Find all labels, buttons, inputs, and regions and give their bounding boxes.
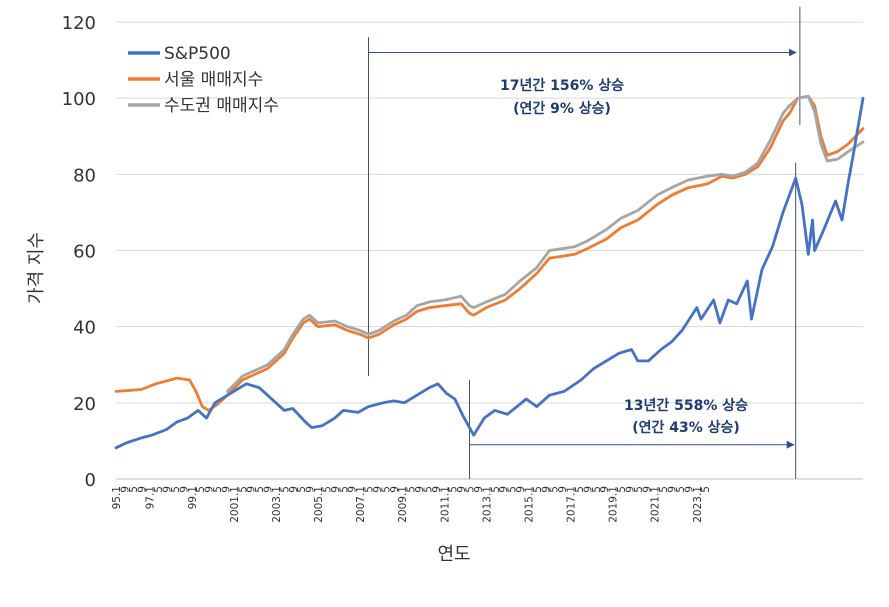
x-tick-label: 9 <box>204 486 216 493</box>
x-tick-label: 2017.1 <box>566 486 578 523</box>
x-tick-label: 9 <box>389 486 401 493</box>
x-axis-title: 연도 <box>437 544 470 565</box>
x-tick-label: 2013.1 <box>481 486 493 523</box>
annotation-text: (연간 43% 상승) <box>632 419 740 436</box>
x-tick-label: 9 <box>683 486 695 493</box>
x-tick-label: 9 <box>220 486 232 493</box>
x-tick-label: 9 <box>330 486 342 493</box>
x-tick-label: 2011.1 <box>439 486 451 523</box>
x-tick-label: 9 <box>641 486 653 493</box>
annotation-text: 13년간 558% 상승 <box>624 397 748 414</box>
x-tick-label: 5 <box>380 486 392 493</box>
legend-label: S&P500 <box>164 44 231 64</box>
x-tick-label: 9 <box>305 486 317 493</box>
x-tick-label: 5 <box>507 486 519 493</box>
y-axis-ticks: 0 20 40 60 80 100 120 <box>62 13 96 491</box>
x-tick-label: 5 <box>254 486 266 493</box>
series-line-1 <box>114 94 865 412</box>
annotations: 17년간 156% 상승 (연간 9% 상승) 13년간 558% 상승 (연간 43… <box>368 48 797 449</box>
x-tick-label: 5 <box>658 486 670 493</box>
x-tick-label: 9 <box>667 486 679 493</box>
x-tick-label: 9 <box>162 486 174 493</box>
x-tick-label: 5 <box>153 486 165 493</box>
x-tick-label: 97.1 <box>145 486 157 509</box>
y-tick-label: 0 <box>85 470 96 491</box>
x-tick-label: 2019.1 <box>608 486 620 523</box>
x-tick-label: 5 <box>616 486 628 493</box>
y-tick-label: 80 <box>73 165 96 186</box>
x-tick-label: 2015.1 <box>523 486 535 523</box>
annotation-text: 17년간 156% 상승 <box>500 77 624 94</box>
x-tick-label: 5 <box>633 486 645 493</box>
x-tick-label: 5 <box>279 486 291 493</box>
y-tick-label: 40 <box>73 318 96 339</box>
x-tick-label: 9 <box>372 486 384 493</box>
x-tick-label: 9 <box>347 486 359 493</box>
x-tick-label: 5 <box>422 486 434 493</box>
grid-lines <box>116 21 863 480</box>
x-tick-label: 9 <box>582 486 594 493</box>
x-tick-label: 2005.1 <box>313 486 325 523</box>
y-tick-label: 20 <box>73 394 96 415</box>
series-lines <box>114 94 865 450</box>
x-tick-label: 2001.1 <box>229 486 241 523</box>
x-tick-label: 5 <box>321 486 333 493</box>
x-tick-label: 9 <box>599 486 611 493</box>
x-tick-label: 5 <box>338 486 350 493</box>
series-line-0 <box>114 96 865 450</box>
x-tick-label: 5 <box>700 486 712 493</box>
x-tick-label: 9 <box>540 486 552 493</box>
y-tick-label: 120 <box>62 13 96 34</box>
x-tick-label: 9 <box>473 486 485 493</box>
x-tick-label: 5 <box>237 486 249 493</box>
x-tick-label: 9 <box>624 486 636 493</box>
x-tick-label: 5 <box>296 486 308 493</box>
x-axis-ticks: 95.195997.1595999.159592001.159592003.15… <box>111 486 712 523</box>
x-tick-label: 95.1 <box>111 486 123 509</box>
x-tick-label: 5 <box>574 486 586 493</box>
x-tick-label: 2023.1 <box>692 486 704 523</box>
x-tick-label: 5 <box>490 486 502 493</box>
x-tick-label: 5 <box>591 486 603 493</box>
x-tick-label: 2007.1 <box>355 486 367 523</box>
x-tick-label: 5 <box>675 486 687 493</box>
x-tick-label: 9 <box>136 486 148 493</box>
y-tick-label: 60 <box>73 242 96 263</box>
x-tick-label: 5 <box>465 486 477 493</box>
legend-label: 수도권 매매지수 <box>164 96 279 116</box>
y-axis-title: 가격 지수 <box>26 232 47 304</box>
x-tick-label: 5 <box>128 486 140 493</box>
y-tick-label: 100 <box>62 89 96 110</box>
x-tick-label: 5 <box>170 486 182 493</box>
x-tick-label: 5 <box>406 486 418 493</box>
x-tick-label: 5 <box>532 486 544 493</box>
x-tick-label: 2009.1 <box>397 486 409 523</box>
x-tick-label: 9 <box>263 486 275 493</box>
x-tick-label: 9 <box>498 486 510 493</box>
x-tick-label: 9 <box>456 486 468 493</box>
x-tick-label: 9 <box>515 486 527 493</box>
x-tick-label: 9 <box>178 486 190 493</box>
x-tick-label: 99.1 <box>187 486 199 509</box>
x-tick-label: 9 <box>119 486 131 493</box>
x-tick-label: 5 <box>549 486 561 493</box>
x-tick-label: 5 <box>364 486 376 493</box>
x-tick-label: 5 <box>195 486 207 493</box>
x-tick-label: 5 <box>212 486 224 493</box>
x-tick-label: 9 <box>414 486 426 493</box>
x-tick-label: 9 <box>246 486 258 493</box>
reference-lines <box>368 6 801 479</box>
x-tick-label: 5 <box>448 486 460 493</box>
x-tick-label: 2021.1 <box>650 486 662 523</box>
legend-label: 서울 매매지수 <box>164 70 263 90</box>
series-line-2 <box>226 94 865 393</box>
x-tick-label: 9 <box>431 486 443 493</box>
x-tick-label: 9 <box>557 486 569 493</box>
x-tick-label: 2003.1 <box>271 486 283 523</box>
annotation-text: (연간 9% 상승) <box>513 100 611 117</box>
x-tick-label: 9 <box>288 486 300 493</box>
